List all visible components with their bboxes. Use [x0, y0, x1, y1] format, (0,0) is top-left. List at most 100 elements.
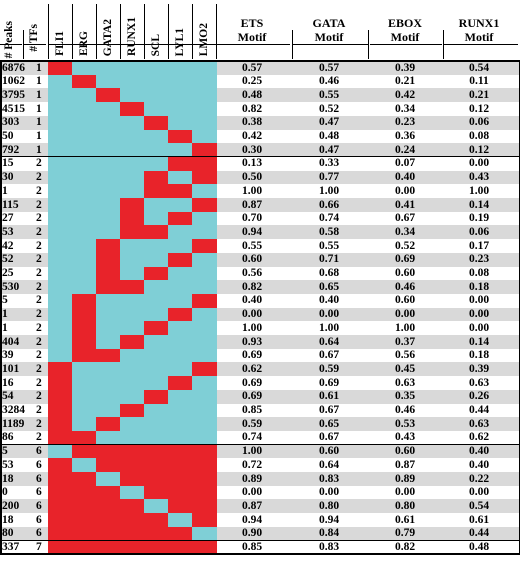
tf-cell-erg-absent — [72, 403, 97, 418]
tf-cell-runx1-absent — [120, 417, 145, 432]
tf-cell-fli1-absent — [48, 307, 73, 322]
tf-cell-lmo2-present — [192, 293, 217, 309]
tf-cell-erg-present — [72, 485, 97, 500]
tf-cell-fli1-absent — [48, 184, 73, 199]
tf-cell-fli1-present — [48, 61, 73, 76]
tf-header-scl: SCL — [144, 2, 168, 56]
motif-value-ets: 0.94 — [241, 225, 263, 238]
tf-cell-scl-absent — [144, 307, 169, 322]
motif-value-ets: 0.69 — [241, 390, 263, 403]
tf-cell-gata2-present — [96, 417, 121, 432]
tfs-cell: 2 — [36, 431, 42, 444]
motif-value-gata: 0.55 — [318, 88, 340, 101]
motif-value-gata: 0.67 — [318, 349, 340, 362]
tf-cell-erg-present — [72, 307, 97, 322]
tf-cell-lyl1-absent — [168, 335, 193, 350]
motif-value-runx1: 1.00 — [468, 184, 490, 197]
tf-cell-lmo2-present — [192, 485, 217, 500]
motif-value-ebox: 0.67 — [394, 212, 416, 225]
motif-value-runx1: 0.54 — [468, 499, 490, 512]
tfs-cell: 2 — [36, 171, 42, 184]
tf-cell-erg-absent — [72, 129, 97, 144]
motif-value-runx1: 0.26 — [468, 390, 490, 403]
tf-cell-scl-absent — [144, 280, 169, 295]
motif-value-runx1: 0.00 — [468, 321, 490, 334]
tf-cell-runx1-absent — [120, 430, 145, 446]
tf-cell-lmo2-present — [192, 513, 217, 528]
tf-cell-scl-absent — [144, 198, 169, 213]
motif-value-runx1: 0.62 — [468, 431, 490, 444]
tf-cell-fli1-present — [48, 389, 73, 404]
tf-cell-scl-present — [144, 540, 169, 555]
motif-header-line1: GATA — [312, 16, 346, 30]
tf-cell-scl-absent — [144, 102, 169, 117]
peaks-cell: 6876 — [2, 61, 25, 74]
tf-cell-lmo2-absent — [192, 88, 217, 103]
tf-cell-lmo2-absent — [192, 389, 217, 404]
tf-cell-erg-present — [72, 526, 97, 541]
motif-value-runx1: 0.14 — [468, 335, 490, 348]
tf-cell-scl-absent — [144, 156, 169, 172]
tf-cell-gata2-present — [96, 239, 121, 254]
motif-value-ebox: 0.00 — [394, 308, 416, 321]
motif-value-runx1: 0.19 — [468, 212, 490, 225]
tf-cell-scl-absent — [144, 430, 169, 446]
motif-value-ebox: 0.61 — [394, 513, 416, 526]
motif-value-runx1: 0.00 — [468, 157, 490, 170]
peaks-cell: 18 — [2, 472, 14, 485]
tf-cell-fli1-present — [48, 376, 73, 391]
tf-cell-erg-present — [72, 499, 97, 514]
motif-value-gata: 0.00 — [318, 308, 340, 321]
peaks-cell: 16 — [2, 376, 14, 389]
tf-cell-gata2-absent — [96, 115, 121, 130]
tfs-cell: 6 — [36, 458, 42, 471]
tfs-cell: 1 — [36, 61, 42, 74]
tf-cell-fli1-absent — [48, 225, 73, 240]
motif-value-runx1: 0.22 — [468, 472, 490, 485]
tf-cell-fli1-present — [48, 472, 73, 487]
tf-cell-gata2-absent — [96, 430, 121, 446]
tf-cell-fli1-present — [48, 403, 73, 418]
motif-value-ebox: 0.80 — [394, 499, 416, 512]
tf-cell-lmo2-absent — [192, 211, 217, 226]
tf-cell-lmo2-present — [192, 362, 217, 377]
tf-cell-lmo2-absent — [192, 184, 217, 199]
tfs-cell: 2 — [36, 184, 42, 197]
motif-value-gata: 0.55 — [318, 239, 340, 252]
motif-value-runx1: 0.18 — [468, 349, 490, 362]
tf-cell-lmo2-present — [192, 239, 217, 254]
tf-cell-lyl1-absent — [168, 430, 193, 446]
motif-value-ets: 1.00 — [241, 321, 263, 334]
motif-value-ets: 0.94 — [241, 513, 263, 526]
motif-value-runx1: 0.21 — [468, 88, 490, 101]
tf-cell-erg-absent — [72, 225, 97, 240]
tfs-cell: 2 — [36, 321, 42, 334]
tf-cell-lmo2-present — [192, 472, 217, 487]
tf-cell-erg-absent — [72, 156, 97, 172]
tf-cell-lyl1-absent — [168, 61, 193, 76]
peaks-header-label: # Peaks — [2, 20, 15, 58]
motif-value-gata: 1.00 — [318, 184, 340, 197]
motif-value-gata: 0.94 — [318, 513, 340, 526]
motif-value-ets: 0.85 — [241, 404, 263, 416]
tf-cell-fli1-absent — [48, 335, 73, 350]
tf-cell-gata2-absent — [96, 403, 121, 418]
tf-cell-lyl1-absent — [168, 239, 193, 254]
tf-cell-gata2-absent — [96, 472, 121, 487]
tf-header-runx1: RUNX1 — [120, 2, 144, 56]
motif-value-ebox: 0.87 — [394, 458, 416, 471]
tf-cell-gata2-present — [96, 444, 121, 459]
tf-cell-erg-present — [72, 444, 97, 459]
tfs-cell: 6 — [36, 527, 42, 540]
tf-cell-fli1-absent — [48, 293, 73, 309]
tf-cell-lyl1-present — [168, 499, 193, 514]
header-underline — [370, 44, 442, 45]
tf-cell-fli1-present — [48, 499, 73, 514]
peaks-cell: 39 — [2, 349, 14, 362]
tf-cell-runx1-absent — [120, 266, 145, 281]
tf-cell-erg-present — [72, 74, 97, 89]
peaks-cell: 1 — [2, 308, 8, 321]
motif-value-gata: 0.69 — [318, 376, 340, 389]
tf-cell-scl-absent — [144, 61, 169, 76]
tf-cell-fli1-present — [48, 485, 73, 500]
